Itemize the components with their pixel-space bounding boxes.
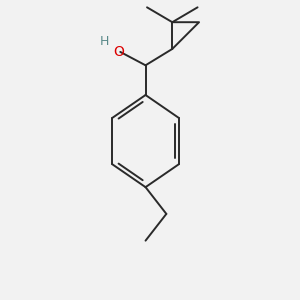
Text: H: H <box>100 35 110 48</box>
Text: O: O <box>113 45 124 59</box>
